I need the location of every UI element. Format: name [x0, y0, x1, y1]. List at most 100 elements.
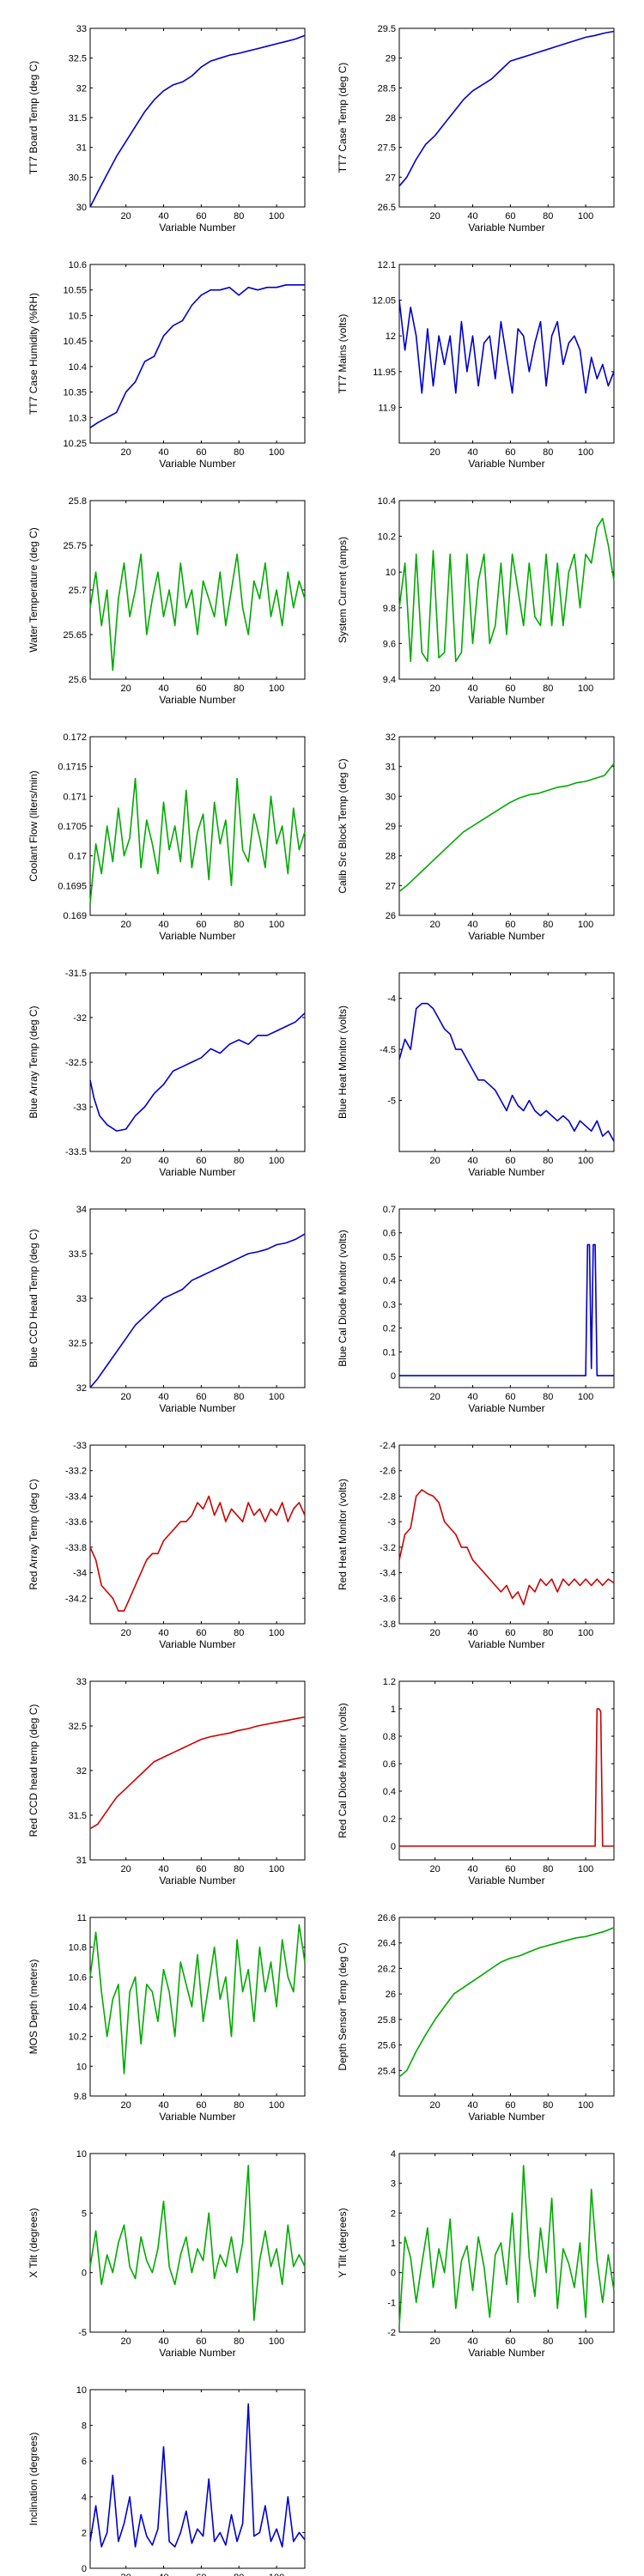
y-tick-label: -33.8 [65, 1543, 87, 1553]
y-tick-label: 0.3 [383, 1300, 396, 1310]
series-line [398, 1002, 615, 1142]
x-tick-label: 40 [158, 2100, 168, 2111]
chart-panel-16: 20 40 60 80 100 0 0.2 0.4 0.6 0.8 1 1.2 Variable Num… [337, 1677, 615, 1886]
y-tick-label: 0.1715 [58, 762, 87, 773]
y-axis-label: TT7 Case Temp (deg C) [337, 63, 349, 173]
y-tick-label: 26 [386, 911, 396, 921]
x-tick-label: 20 [430, 2100, 440, 2111]
x-tick-label: 20 [121, 920, 131, 930]
x-tick-label: 40 [467, 683, 477, 694]
x-tick-label: 40 [158, 211, 168, 222]
y-axis-label: Y Tilt (degrees) [337, 2208, 349, 2277]
x-tick-label: 80 [234, 211, 244, 222]
y-tick-label: 30.5 [69, 173, 87, 183]
y-tick-label: -5 [78, 2328, 87, 2338]
y-tick-label: 32 [76, 1383, 87, 1394]
y-tick-label: 4 [82, 2493, 87, 2503]
y-tick-label: 31 [76, 1856, 87, 1866]
y-tick-label: 2 [82, 2528, 87, 2538]
y-tick-label: 25.65 [63, 630, 87, 641]
x-axis-label: Variable Number [159, 930, 235, 942]
x-tick-label: 40 [158, 2336, 168, 2347]
plot-area [89, 2389, 306, 2569]
y-tick-label: 12.05 [372, 296, 396, 307]
x-tick-label: 80 [543, 1156, 553, 1166]
series-line [89, 2165, 306, 2321]
x-tick-label: 80 [543, 211, 553, 222]
x-tick-label: 60 [196, 1864, 206, 1874]
y-axis-label: Blue Cal Diode Monitor (volts) [337, 1230, 349, 1366]
y-tick-label: 5 [82, 2208, 87, 2219]
y-tick-label: 33 [76, 24, 87, 34]
plot-area [89, 2153, 306, 2333]
x-tick-label: 80 [234, 2573, 244, 2576]
chart-panel-3: 20 40 60 80 100 10.25 10.3 10.35 10.4 10.45 10.5 10… [27, 260, 306, 470]
y-axis-label: TT7 Board Temp (deg C) [27, 61, 39, 175]
y-tick-label: 28 [386, 852, 396, 862]
plot-area [89, 1917, 306, 2097]
y-tick-label: 29 [386, 822, 396, 832]
y-tick-label: 10.4 [378, 496, 396, 507]
chart-panel-12: 20 40 60 80 100 0 0.1 0.2 0.3 0.4 0.5 0.6 0.7 Variabl… [337, 1205, 615, 1414]
x-axis-label: Variable Number [468, 458, 544, 470]
x-tick-label: 60 [505, 1628, 515, 1638]
series-line [89, 1923, 306, 2075]
y-tick-label: 0.1 [383, 1347, 396, 1358]
y-tick-label: 27 [386, 881, 396, 891]
y-tick-label: 30 [386, 792, 396, 802]
y-tick-label: 0.1705 [58, 822, 87, 832]
series-line [398, 517, 615, 663]
y-tick-label: 0.1695 [58, 881, 87, 891]
y-tick-label: 29 [386, 54, 396, 64]
y-axis-label: Depth Sensor Temp (deg C) [337, 1942, 349, 2070]
x-tick-label: 40 [158, 2573, 168, 2576]
x-tick-label: 80 [543, 2100, 553, 2111]
series-line [398, 762, 615, 892]
y-tick-label: 32.5 [69, 54, 87, 64]
chart-panel-20: 20 40 60 80 100 -2 -1 0 1 2 3 4 Variable Number Y Til… [337, 2149, 615, 2359]
y-tick-label: 8 [82, 2421, 87, 2432]
y-axis-label: Red Cal Diode Monitor (volts) [337, 1703, 349, 1838]
x-tick-label: 40 [158, 920, 168, 930]
x-tick-label: 40 [467, 447, 477, 458]
y-tick-label: 10.8 [69, 1943, 87, 1953]
y-tick-label: 0 [391, 1371, 396, 1382]
y-axis-label: System Current (amps) [337, 537, 349, 643]
x-tick-label: 80 [234, 1628, 244, 1638]
y-tick-label: -3.2 [380, 1543, 396, 1553]
x-tick-label: 60 [505, 1864, 515, 1874]
y-tick-label: 26.5 [378, 203, 396, 213]
x-tick-label: 40 [467, 920, 477, 930]
x-tick-label: 60 [196, 1156, 206, 1166]
x-tick-label: 80 [543, 447, 553, 458]
y-axis-label: TT7 Case Humidity (%RH) [27, 293, 39, 415]
x-tick-label: 60 [505, 683, 515, 694]
plot-area [398, 736, 615, 916]
plot-area [398, 972, 615, 1152]
x-tick-label: 60 [196, 2336, 206, 2347]
x-tick-label: 100 [269, 1156, 284, 1166]
y-tick-label: -33.5 [65, 1147, 87, 1157]
y-tick-label: -4.5 [380, 1045, 396, 1055]
x-axis-label: Variable Number [159, 1166, 235, 1178]
x-tick-label: 20 [430, 1156, 440, 1166]
y-tick-label: 32.5 [69, 1722, 87, 1732]
series-line [89, 1012, 306, 1132]
x-tick-label: 40 [467, 211, 477, 222]
x-tick-label: 40 [158, 447, 168, 458]
x-tick-label: 20 [121, 1156, 131, 1166]
x-tick-label: 80 [543, 2336, 553, 2347]
y-tick-label: 27.5 [378, 143, 396, 154]
y-tick-label: 0.171 [63, 792, 87, 802]
x-tick-label: 40 [467, 1156, 477, 1166]
x-axis-label: Variable Number [159, 1874, 235, 1886]
x-tick-label: 20 [121, 2573, 131, 2576]
y-tick-label: 12.1 [378, 260, 396, 270]
x-tick-label: 100 [269, 2336, 284, 2347]
series-line [89, 1495, 306, 1612]
x-tick-label: 20 [430, 1628, 440, 1638]
x-tick-label: 20 [121, 2336, 131, 2347]
y-tick-label: -1 [387, 2298, 396, 2308]
x-tick-label: 20 [121, 2100, 131, 2111]
y-tick-label: -33.6 [65, 1517, 87, 1528]
